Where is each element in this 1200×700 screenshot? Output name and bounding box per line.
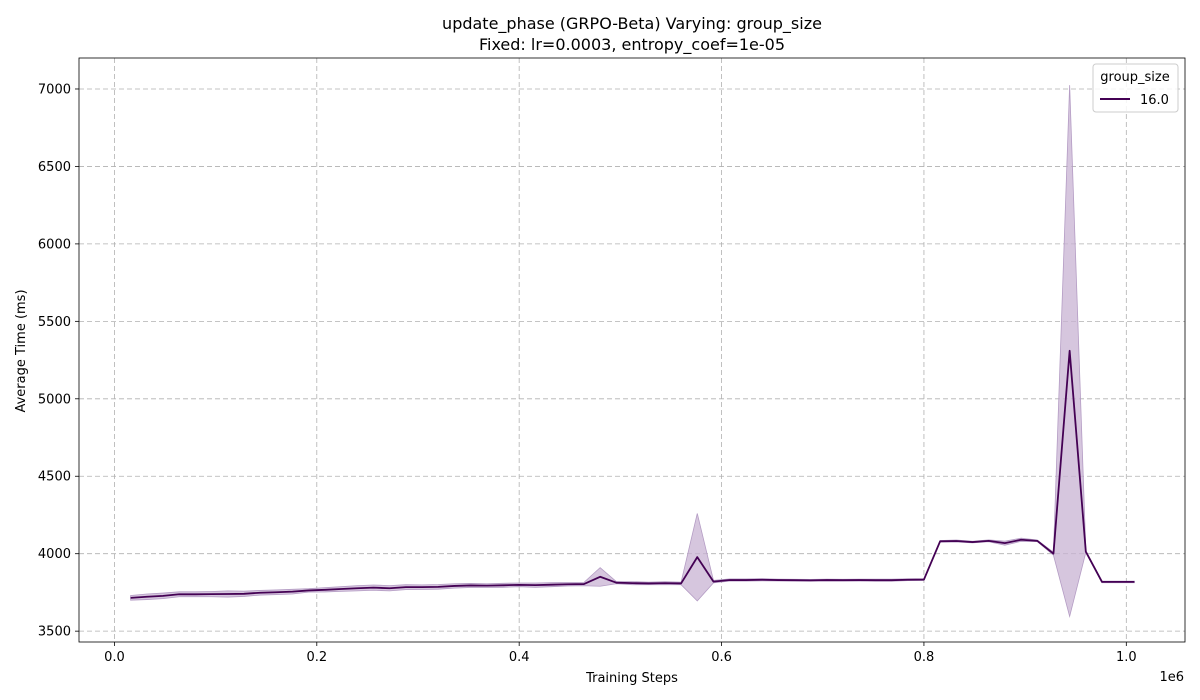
y-tick-label: 4000 bbox=[38, 547, 71, 562]
x-axis-scale-label: 1e6 bbox=[1159, 670, 1184, 685]
x-tick-label: 0.6 bbox=[711, 650, 732, 665]
y-tick-label: 5500 bbox=[38, 315, 71, 330]
plot-area-frame bbox=[78, 57, 1186, 643]
x-tick-label: 0.8 bbox=[914, 650, 935, 665]
y-tick-label: 6000 bbox=[38, 237, 71, 252]
x-axis-label: Training Steps bbox=[585, 671, 678, 686]
confidence-band-16.0 bbox=[130, 85, 1135, 619]
y-tick-label: 5000 bbox=[38, 392, 71, 407]
y-tick-label: 6500 bbox=[38, 160, 71, 175]
series-line-16.0 bbox=[130, 349, 1135, 599]
grid-lines bbox=[79, 58, 1185, 642]
legend-entry-16: 16.0 bbox=[1140, 93, 1169, 108]
x-tick-label: 0.2 bbox=[306, 650, 327, 665]
chart-titles: update_phase (GRPO-Beta) Varying: group_… bbox=[442, 14, 822, 55]
legend-title: group_size bbox=[1100, 70, 1169, 85]
chart-title: update_phase (GRPO-Beta) Varying: group_… bbox=[442, 14, 822, 34]
confidence-band-layer bbox=[130, 85, 1135, 619]
chart-subtitle: Fixed: lr=0.0003, entropy_coef=1e-05 bbox=[479, 35, 785, 55]
x-tick-label: 0.0 bbox=[104, 650, 125, 665]
x-tick-label: 0.4 bbox=[509, 650, 530, 665]
x-tick-label: 1.0 bbox=[1116, 650, 1137, 665]
series-line-layer bbox=[130, 349, 1135, 599]
y-tick-label: 3500 bbox=[38, 625, 71, 640]
y-tick-label: 7000 bbox=[38, 82, 71, 97]
y-tick-label: 4500 bbox=[38, 470, 71, 485]
legend: group_size 16.0 bbox=[1092, 63, 1179, 113]
y-axis-ticks: 3500 4000 4500 5000 5500 6000 6500 7000 bbox=[38, 82, 79, 640]
y-axis-label: Average Time (ms) bbox=[14, 289, 29, 412]
x-axis-ticks: 0.0 0.2 0.4 0.6 0.8 1.0 bbox=[104, 642, 1137, 665]
